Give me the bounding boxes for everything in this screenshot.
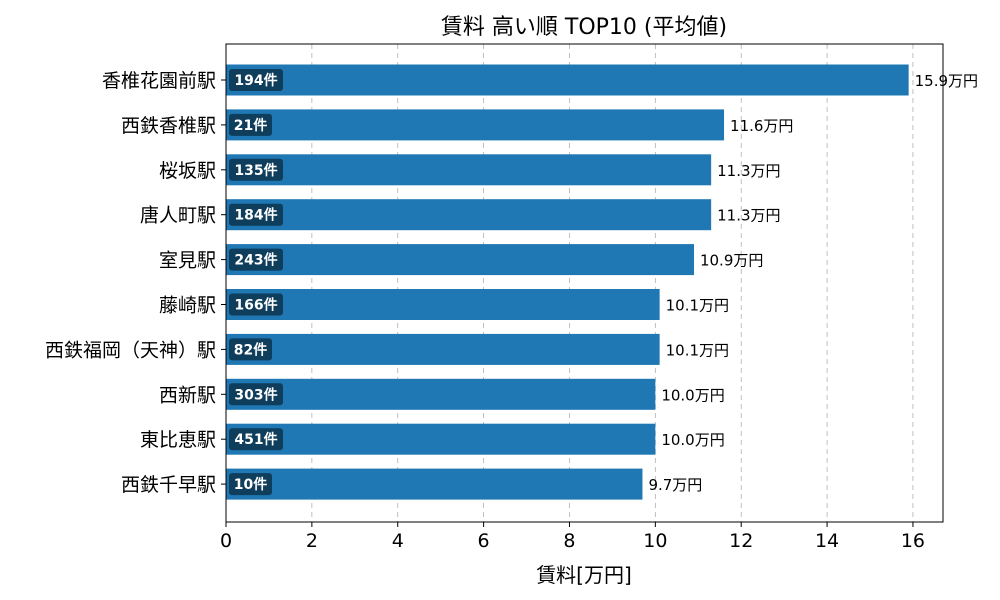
category-label: 藤崎駅: [159, 295, 216, 317]
plot-frame: [225, 43, 944, 523]
value-label: 10.1万円: [666, 297, 729, 315]
count-label: 82件: [234, 341, 267, 358]
count-badge: [229, 428, 283, 451]
bar: [226, 154, 712, 186]
axes: 0 2 4 6 8 10 12 14 16 香椎花園前駅西鉄香椎駅桜坂駅唐人町駅室見駅藤崎駅西鉄福…: [45, 70, 925, 552]
count-badge: [229, 248, 283, 271]
count-label: 303件: [234, 386, 277, 403]
category-label: 香椎花園前駅: [102, 70, 216, 92]
chart-title: 賃料 高い順 TOP10 (平均値): [441, 15, 727, 40]
bar: [226, 64, 909, 96]
value-label: 10.0万円: [661, 386, 724, 404]
count-badge: [229, 293, 283, 316]
bar: [226, 109, 725, 141]
value-label: 15.9万円: [915, 72, 978, 90]
value-label: 11.3万円: [717, 162, 780, 180]
x-tick-label: 6: [478, 530, 490, 552]
bar: [226, 244, 694, 276]
count-label: 166件: [234, 297, 277, 314]
value-label: 11.3万円: [717, 207, 780, 225]
count-label: 184件: [234, 207, 277, 224]
x-tick-label: 8: [563, 530, 575, 552]
category-label: 東比恵駅: [140, 429, 216, 451]
x-tick-label: 2: [306, 530, 318, 552]
x-tick-label: 4: [392, 530, 404, 552]
category-label: 唐人町駅: [140, 205, 216, 227]
count-label: 135件: [234, 162, 277, 179]
count-badge: [229, 383, 283, 406]
count-label: 243件: [234, 252, 277, 269]
count-label: 194件: [234, 72, 277, 89]
count-badge: [229, 473, 272, 496]
bar: [226, 289, 660, 320]
bar: [226, 378, 656, 410]
category-label: 西鉄福岡（天神）駅: [45, 339, 216, 361]
x-tick-label: 12: [729, 530, 753, 552]
count-badge: [229, 69, 283, 91]
count-label: 10件: [234, 476, 267, 493]
category-label: 西鉄香椎駅: [121, 115, 216, 137]
count-badge: [229, 113, 272, 136]
category-label: 桜坂駅: [159, 160, 216, 182]
count-label: 451件: [234, 431, 277, 448]
bars: 15.9万円 194件 11.6万円 21件 11.3万円 135件 11.3万円 184件 1…: [226, 64, 978, 500]
bar: [226, 423, 656, 455]
count-label: 21件: [234, 117, 267, 134]
bar: [226, 199, 712, 231]
value-label: 10.0万円: [661, 431, 724, 449]
value-label: 11.6万円: [730, 117, 793, 135]
count-badge: [229, 158, 283, 181]
value-label: 10.9万円: [700, 252, 763, 270]
bar: [226, 468, 643, 500]
value-label: 10.1万円: [666, 341, 729, 359]
category-label: 室見駅: [159, 250, 216, 272]
x-tick-label: 14: [815, 530, 839, 552]
bar: [226, 333, 660, 365]
x-axis-label: 賃料[万円]: [536, 563, 632, 587]
count-badge: [229, 203, 283, 226]
x-tick-label: 10: [643, 530, 667, 552]
x-tick-label: 0: [220, 530, 232, 552]
value-label: 9.7万円: [648, 476, 702, 494]
x-tick-label: 16: [901, 530, 925, 552]
category-label: 西鉄千早駅: [121, 474, 216, 496]
category-label: 西新駅: [159, 384, 216, 406]
count-badge: [229, 338, 272, 361]
